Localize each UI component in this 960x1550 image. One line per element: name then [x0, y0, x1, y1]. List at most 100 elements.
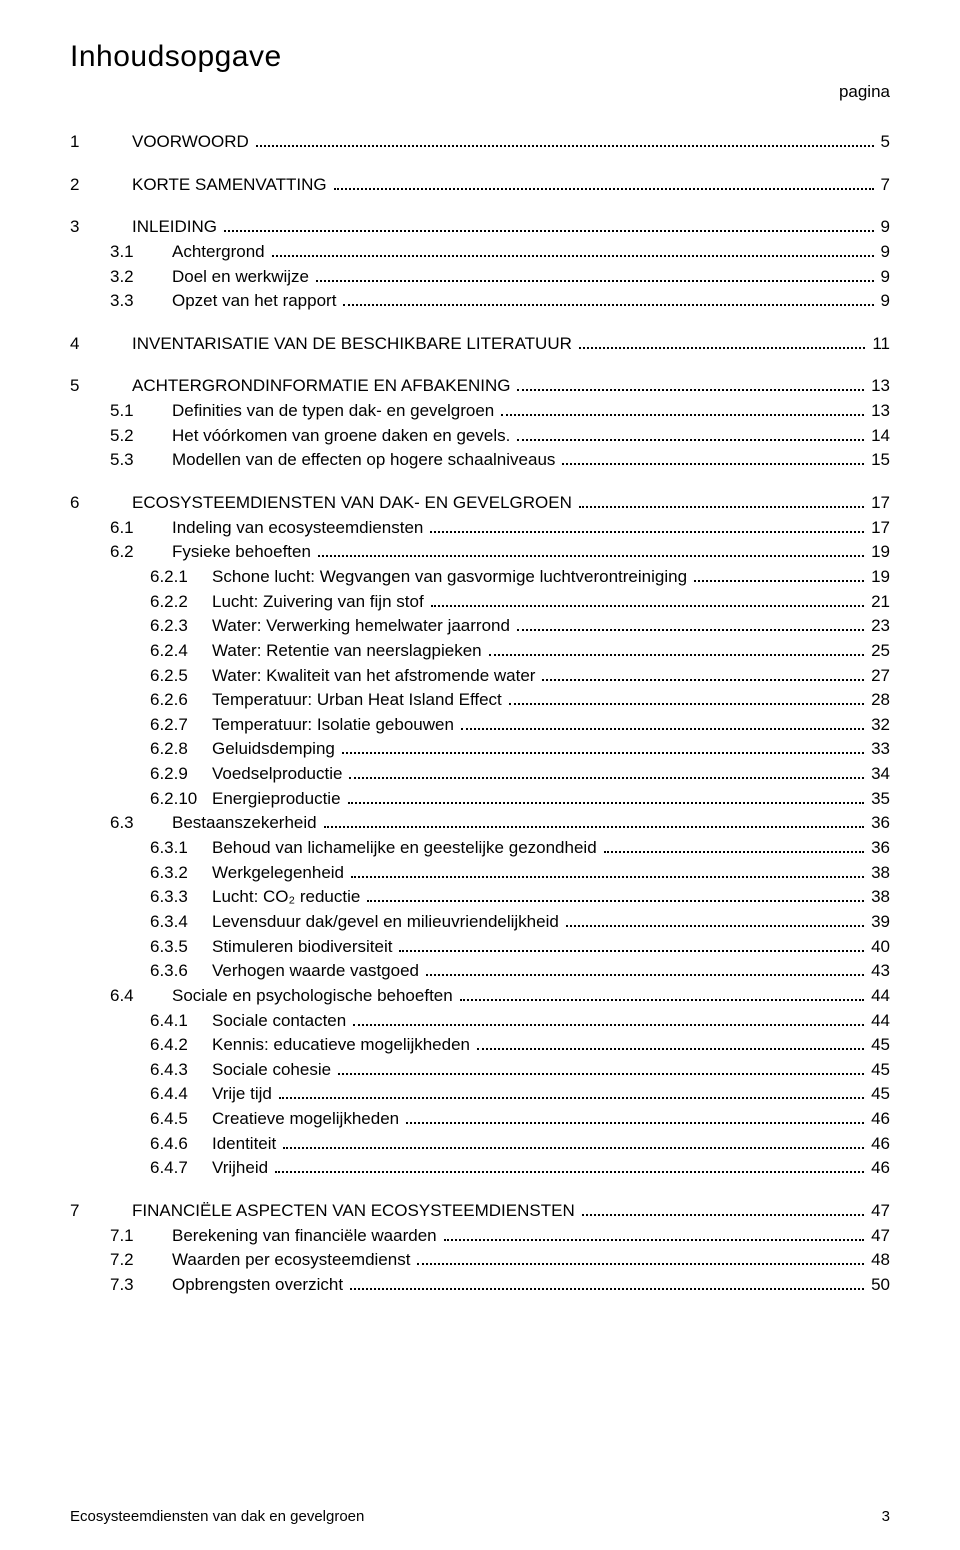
toc-leader-dots — [256, 136, 874, 147]
toc-entry: 6.2.3Water: Verwerking hemelwater jaarro… — [70, 614, 890, 639]
toc-entry-page: 32 — [867, 713, 890, 738]
toc-entry-label: Kennis: educatieve mogelijkheden — [212, 1033, 474, 1058]
toc-leader-dots — [275, 1162, 864, 1173]
toc-entry-label: INLEIDING — [132, 215, 221, 240]
toc-leader-dots — [566, 916, 864, 927]
toc-leader-dots — [509, 694, 864, 705]
toc-entry-number: 2 — [70, 173, 132, 198]
toc-entry-page: 9 — [877, 215, 890, 240]
toc-entry-number: 6.3.4 — [150, 910, 212, 935]
toc-entry-number: 6.2.5 — [150, 664, 212, 689]
toc-leader-dots — [430, 521, 864, 532]
page-label: pagina — [70, 82, 890, 102]
toc-entry-number: 7.1 — [110, 1224, 172, 1249]
toc-entry-label: Sociale cohesie — [212, 1058, 335, 1083]
toc-entry: 6.2.9Voedselproductie34 — [70, 762, 890, 787]
toc-entry-label: Definities van de typen dak- en gevelgro… — [172, 399, 498, 424]
toc-entry-page: 44 — [867, 1009, 890, 1034]
toc-entry-page: 38 — [867, 861, 890, 886]
toc-entry-label: Berekening van financiële waarden — [172, 1224, 441, 1249]
toc-entry-label: ECOSYSTEEMDIENSTEN VAN DAK- EN GEVELGROE… — [132, 491, 576, 516]
toc-leader-dots — [426, 965, 864, 976]
toc-entry-number: 6.2.2 — [150, 590, 212, 615]
toc-entry-label: Doel en werkwijze — [172, 265, 313, 290]
toc-entry-page: 21 — [867, 590, 890, 615]
toc-entry: 5ACHTERGRONDINFORMATIE EN AFBAKENING13 — [70, 374, 890, 399]
toc-entry-page: 34 — [867, 762, 890, 787]
toc-gap — [70, 473, 890, 491]
toc-entry-page: 27 — [867, 664, 890, 689]
toc-entry: 6.2Fysieke behoeften19 — [70, 540, 890, 565]
toc-entry-number: 7.2 — [110, 1248, 172, 1273]
toc-entry-label: Identiteit — [212, 1132, 280, 1157]
toc-entry-number: 6.2.8 — [150, 737, 212, 762]
toc-leader-dots — [417, 1254, 864, 1265]
toc-entry: 7.3Opbrengsten overzicht50 — [70, 1273, 890, 1298]
toc-leader-dots — [399, 940, 864, 951]
toc-leader-dots — [338, 1063, 864, 1074]
toc-entry-page: 36 — [867, 811, 890, 836]
toc-entry-number: 5 — [70, 374, 132, 399]
toc-entry: 6.4.5Creatieve mogelijkheden46 — [70, 1107, 890, 1132]
toc-entry-label: Geluidsdemping — [212, 737, 339, 762]
toc-entry: 5.1Definities van de typen dak- en gevel… — [70, 399, 890, 424]
toc-entry: 7.1Berekening van financiële waarden47 — [70, 1224, 890, 1249]
toc-entry-label: Water: Verwerking hemelwater jaarrond — [212, 614, 514, 639]
toc-leader-dots — [501, 405, 864, 416]
toc-entry: 6.4.6Identiteit46 — [70, 1132, 890, 1157]
toc-entry: 6.2.1Schone lucht: Wegvangen van gasvorm… — [70, 565, 890, 590]
toc-entry-page: 17 — [867, 516, 890, 541]
page-title: Inhoudsopgave — [70, 40, 890, 74]
toc-entry-page: 45 — [867, 1058, 890, 1083]
toc-leader-dots — [350, 1279, 864, 1290]
toc-leader-dots — [694, 571, 864, 582]
toc-leader-dots — [444, 1229, 864, 1240]
toc-entry: 7.2Waarden per ecosysteemdienst48 — [70, 1248, 890, 1273]
toc-leader-dots — [283, 1137, 864, 1148]
toc-entry-label: Stimuleren biodiversiteit — [212, 935, 396, 960]
toc-entry-label: Werkgelegenheid — [212, 861, 348, 886]
footer: Ecosysteemdiensten van dak en gevelgroen… — [70, 1508, 890, 1525]
toc-entry-number: 6.3.2 — [150, 861, 212, 886]
toc-leader-dots — [477, 1039, 864, 1050]
toc-entry-label: Achtergrond — [172, 240, 269, 265]
toc-entry-label: Schone lucht: Wegvangen van gasvormige l… — [212, 565, 691, 590]
toc-leader-dots — [272, 246, 874, 257]
toc-entry-page: 35 — [867, 787, 890, 812]
toc-entry: 6.4.3Sociale cohesie 45 — [70, 1058, 890, 1083]
toc-entry-label: Opzet van het rapport — [172, 289, 340, 314]
toc-leader-dots — [224, 221, 874, 232]
toc-entry-number: 6.4.3 — [150, 1058, 212, 1083]
toc-entry-number: 6.1 — [110, 516, 172, 541]
toc-leader-dots — [353, 1014, 864, 1025]
toc-entry-page: 45 — [867, 1082, 890, 1107]
toc-entry: 2KORTE SAMENVATTING7 — [70, 173, 890, 198]
toc-entry-page: 11 — [868, 332, 890, 357]
toc-entry-page: 50 — [867, 1273, 890, 1298]
toc-entry-page: 13 — [867, 399, 890, 424]
toc-entry-page: 46 — [867, 1107, 890, 1132]
document-page: Inhoudsopgave pagina 1VOORWOORD52KORTE S… — [0, 0, 960, 1550]
toc-entry-label: ACHTERGRONDINFORMATIE EN AFBAKENING — [132, 374, 514, 399]
toc-entry: 6.2.4Water: Retentie van neerslagpieken2… — [70, 639, 890, 664]
toc-leader-dots — [579, 497, 864, 508]
toc-leader-dots — [517, 380, 864, 391]
toc-entry-number: 6.3.3 — [150, 885, 212, 910]
toc-gap — [70, 197, 890, 215]
toc-entry-label: Voedselproductie — [212, 762, 346, 787]
toc-entry-number: 6.3 — [110, 811, 172, 836]
toc-entry-number: 3 — [70, 215, 132, 240]
toc-entry-label: Indeling van ecosysteemdiensten — [172, 516, 427, 541]
toc-entry-number: 6.2.1 — [150, 565, 212, 590]
toc-leader-dots — [542, 669, 864, 680]
toc-entry-number: 6.2.3 — [150, 614, 212, 639]
toc-entry: 6.3.6Verhogen waarde vastgoed43 — [70, 959, 890, 984]
toc-entry-number: 5.2 — [110, 424, 172, 449]
footer-left-text: Ecosysteemdiensten van dak en gevelgroen — [70, 1508, 364, 1525]
toc-entry-label: Energieproductie — [212, 787, 345, 812]
table-of-contents: 1VOORWOORD52KORTE SAMENVATTING73INLEIDIN… — [70, 130, 890, 1298]
toc-gap — [70, 155, 890, 173]
toc-entry-page: 17 — [867, 491, 890, 516]
toc-gap — [70, 314, 890, 332]
toc-entry-page: 40 — [867, 935, 890, 960]
